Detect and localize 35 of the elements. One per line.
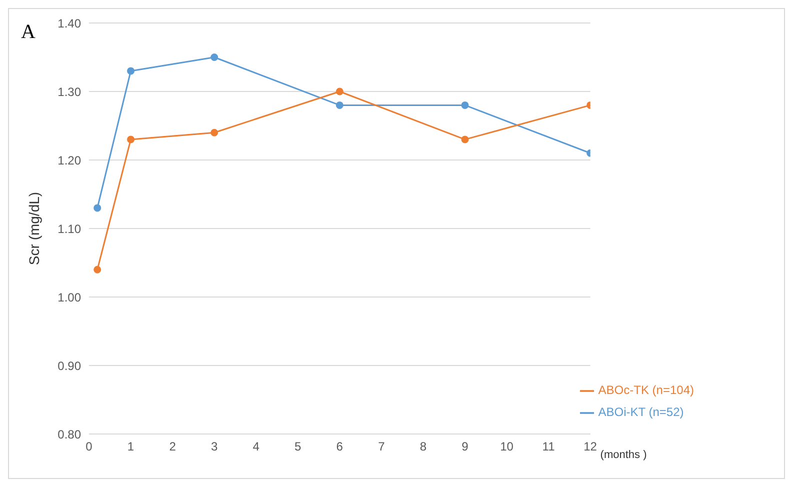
y-tick-label: 1.30 — [58, 84, 82, 99]
y-tick-label: 0.80 — [58, 427, 82, 442]
x-tick-label: 4 — [252, 440, 260, 454]
x-tick-label: 12 — [584, 440, 598, 454]
y-axis-title: Scr (mg/dL) — [26, 192, 42, 266]
x-tick-label: 1 — [127, 440, 134, 454]
point — [94, 204, 102, 212]
text: A — [21, 21, 36, 44]
y-tick-label: 1.20 — [58, 153, 82, 168]
x-tick-label: 3 — [210, 440, 218, 454]
x-tick-label: 5 — [294, 440, 302, 454]
x-axis-title: (months ) — [600, 448, 647, 461]
x-tick-label: 2 — [169, 440, 176, 454]
point — [336, 101, 344, 109]
point — [336, 88, 344, 96]
y-tick-label: 1.00 — [58, 290, 82, 304]
x-tick-label: 6 — [336, 440, 344, 454]
x-tick-label: 0 — [86, 440, 93, 454]
point — [94, 266, 102, 274]
point — [210, 54, 218, 61]
point — [210, 128, 218, 136]
x-tick-label: 9 — [462, 440, 469, 454]
y-tick-label: 0.90 — [58, 358, 82, 373]
point — [127, 136, 135, 144]
point — [127, 67, 135, 75]
legend-label: ABOi-KT (n=52) — [598, 405, 684, 419]
point — [461, 136, 469, 144]
y-tick-label: 1.10 — [58, 222, 82, 236]
x-tick-label: 8 — [420, 440, 427, 454]
y-tick-label: 1.40 — [58, 16, 82, 30]
legend-label: ABOc-TK (n=104) — [598, 383, 694, 397]
x-tick-label: 10 — [500, 440, 514, 454]
x-tick-label: 7 — [378, 440, 386, 454]
x-tick-label: 11 — [542, 440, 556, 454]
point — [461, 101, 469, 109]
